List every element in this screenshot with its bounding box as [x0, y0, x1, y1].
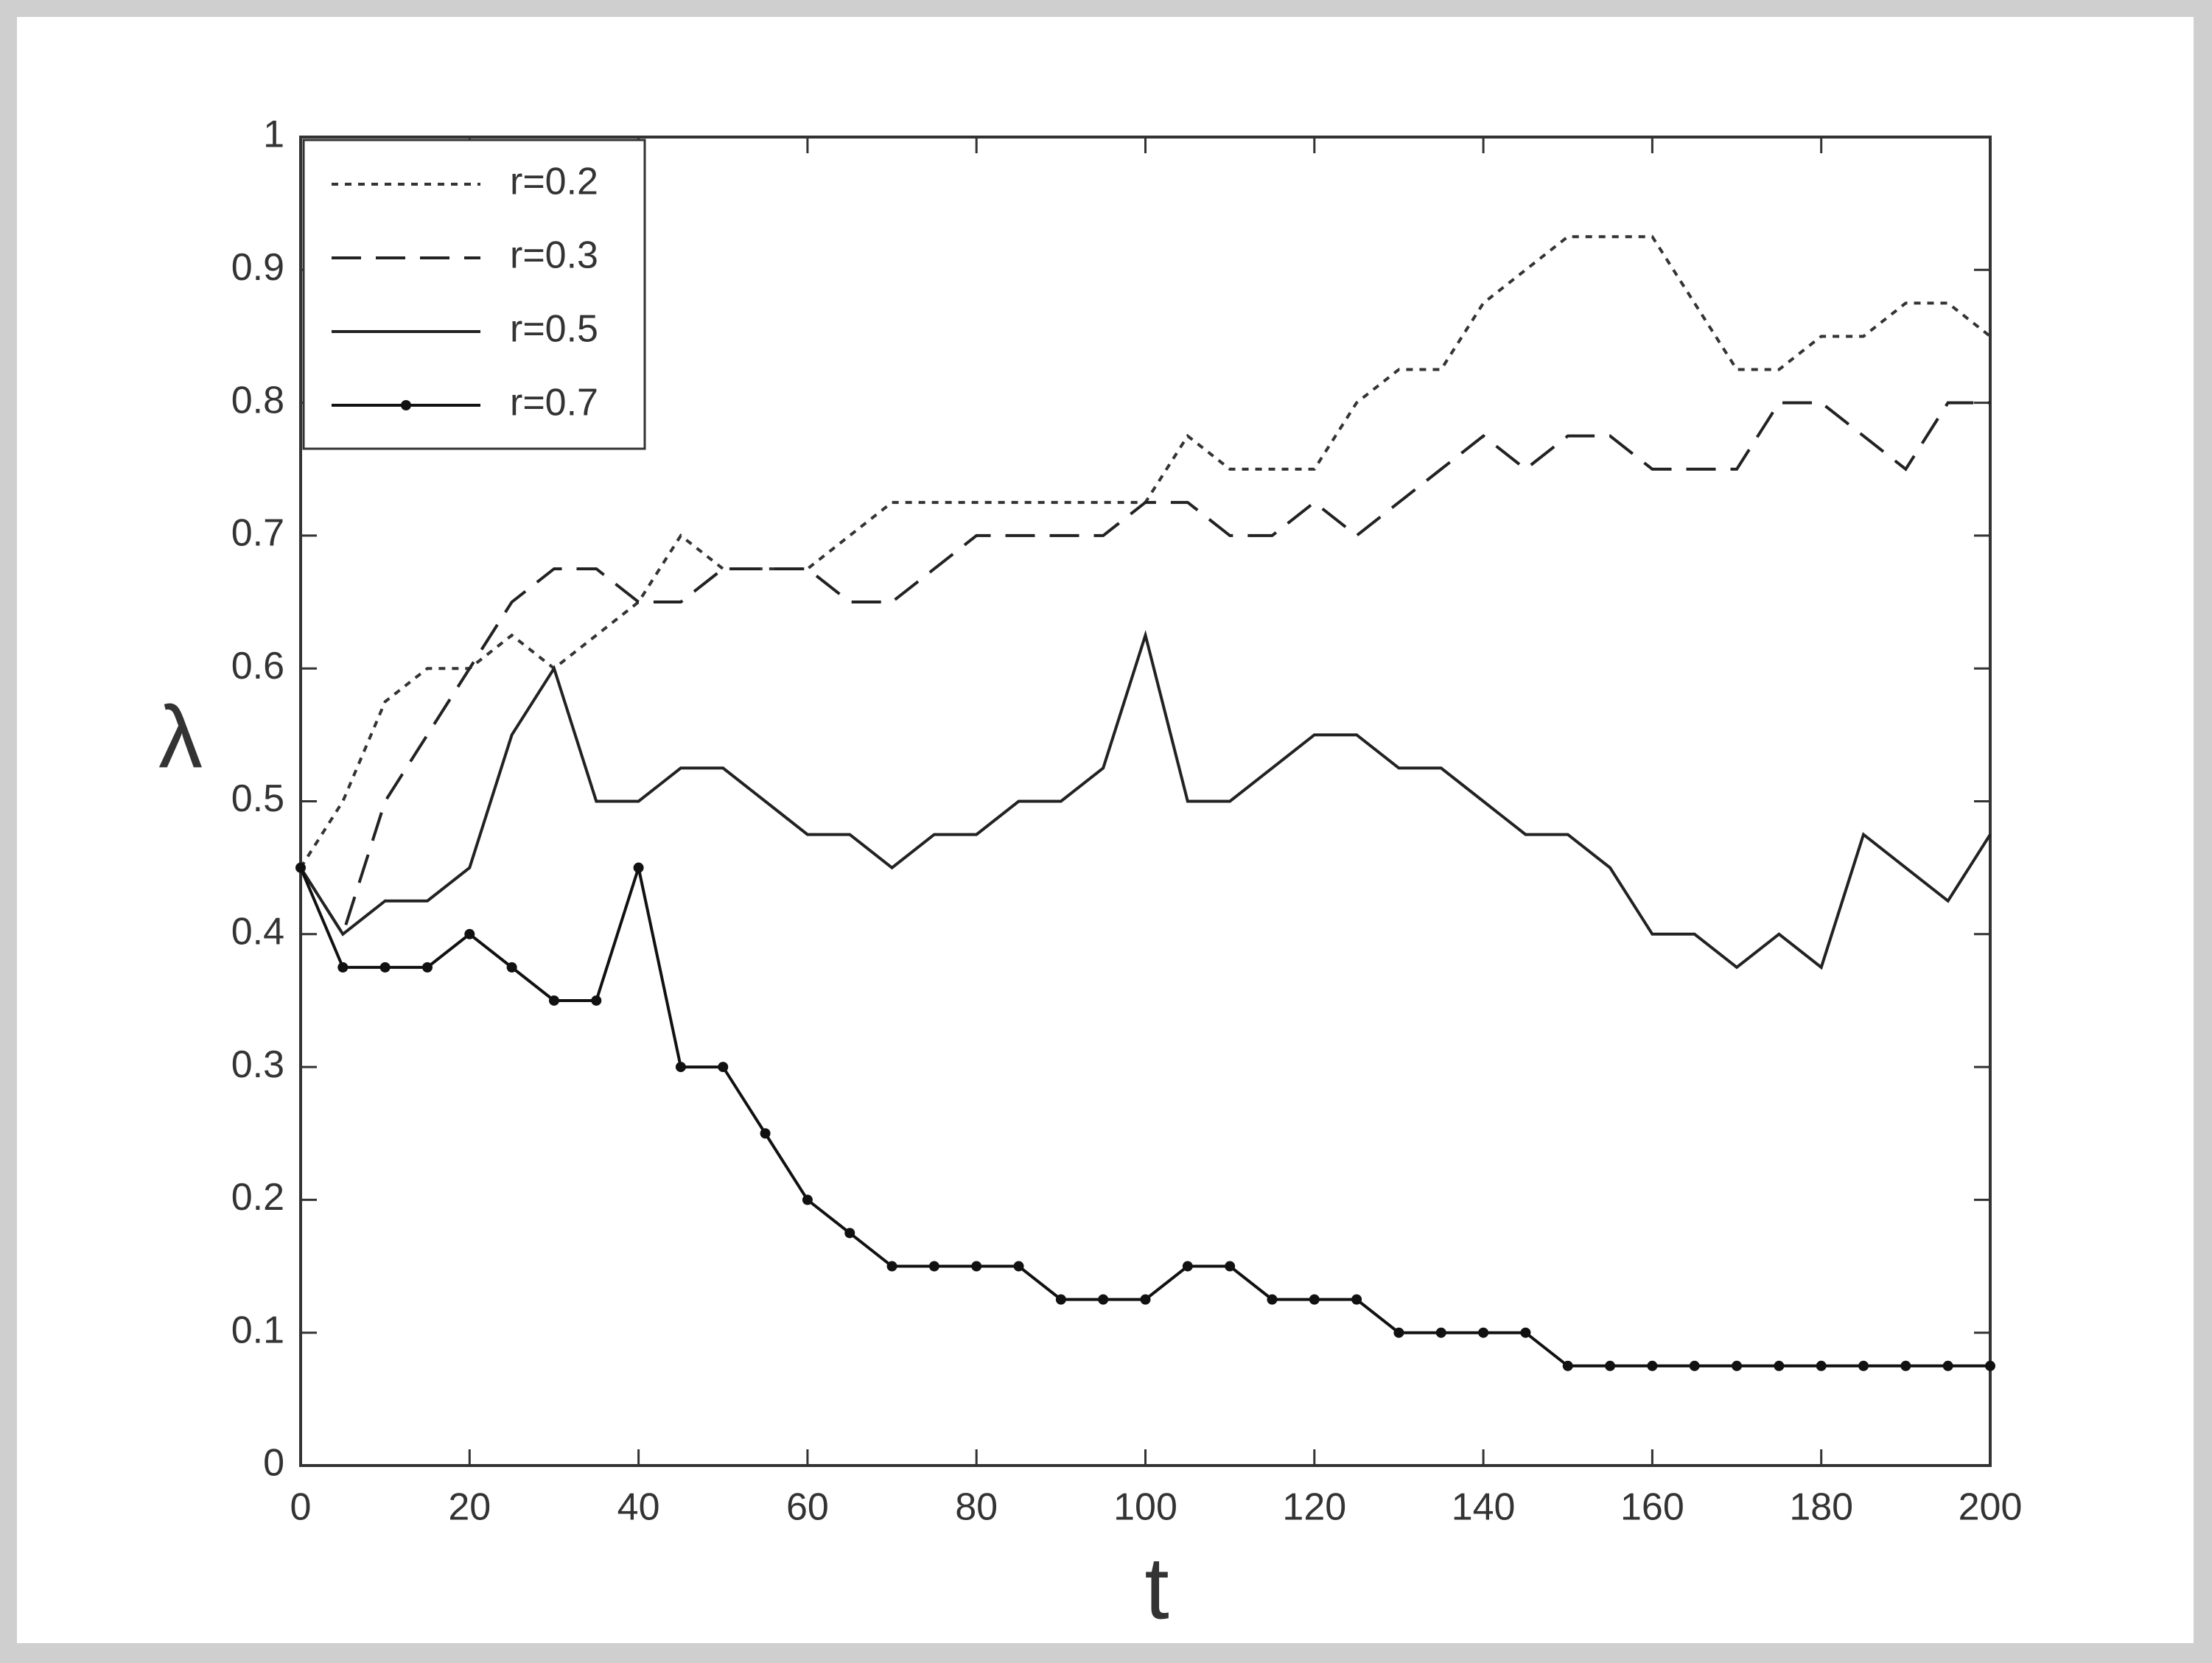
- series-marker: [421, 962, 433, 973]
- legend-label: r=0.5: [510, 308, 598, 351]
- x-tick-label: 160: [1620, 1486, 1684, 1529]
- series-marker: [295, 862, 306, 873]
- series-marker: [971, 1261, 982, 1272]
- series-marker: [844, 1228, 855, 1239]
- series-marker: [1985, 1360, 1995, 1371]
- series-marker: [1393, 1327, 1404, 1338]
- x-axis-label: t: [1144, 1539, 1169, 1638]
- x-tick-label: 120: [1282, 1486, 1346, 1529]
- y-tick-label: 0.2: [231, 1176, 284, 1219]
- y-tick-label: 1: [263, 113, 284, 156]
- y-tick-label: 0.5: [231, 777, 284, 820]
- series-marker: [1520, 1327, 1531, 1338]
- legend-box: [302, 139, 646, 450]
- y-tick-label: 0.9: [231, 246, 284, 289]
- series-marker: [1732, 1360, 1743, 1371]
- series-marker: [591, 995, 602, 1006]
- legend: r=0.2 r=0.3 r=0.5 r=0.7: [302, 139, 646, 450]
- legend-label: r=0.3: [510, 234, 598, 277]
- series-line: [299, 629, 1992, 970]
- legend-marker: [401, 400, 411, 410]
- series-marker: [1055, 1294, 1066, 1305]
- x-tick-label: 60: [786, 1486, 829, 1529]
- series-marker: [1267, 1294, 1278, 1305]
- series-marker: [760, 1128, 771, 1139]
- legend-label: r=0.2: [510, 161, 598, 203]
- series-marker: [1562, 1360, 1573, 1371]
- y-tick-label: 0: [263, 1442, 284, 1485]
- series-marker: [1140, 1294, 1151, 1305]
- x-tick-label: 180: [1789, 1486, 1853, 1529]
- x-tick-label: 20: [448, 1486, 491, 1529]
- y-tick-label: 0.1: [231, 1309, 284, 1351]
- series-marker: [1013, 1261, 1024, 1272]
- series-marker: [675, 1062, 686, 1073]
- legend-label: r=0.7: [510, 382, 598, 424]
- series-marker: [337, 962, 349, 973]
- y-tick-label: 0.4: [231, 911, 284, 953]
- y-tick-label: 0.6: [231, 645, 284, 687]
- y-tick-label: 0.8: [231, 379, 284, 421]
- series-marker: [1605, 1360, 1616, 1371]
- series-line: [299, 401, 1990, 938]
- y-tick-label: 0.7: [231, 512, 284, 555]
- series-marker: [1689, 1360, 1700, 1371]
- series-marker: [802, 1194, 813, 1205]
- series-marker: [1478, 1327, 1489, 1338]
- series-marker: [506, 962, 517, 973]
- x-tick-label: 0: [290, 1486, 312, 1529]
- series-marker: [1647, 1360, 1658, 1371]
- series-marker: [1858, 1360, 1869, 1371]
- series-marker: [548, 995, 559, 1006]
- series-marker: [1900, 1360, 1911, 1371]
- series-marker: [718, 1062, 729, 1073]
- series-marker: [1942, 1360, 1953, 1371]
- y-tick-label: 0.3: [231, 1043, 284, 1086]
- series-marker: [1225, 1261, 1236, 1272]
- series-marker: [928, 1261, 939, 1272]
- series-marker: [1774, 1360, 1785, 1371]
- x-tick-label: 140: [1452, 1486, 1516, 1529]
- series-marker: [1435, 1327, 1446, 1338]
- series-marker: [1309, 1294, 1320, 1305]
- x-tick-label: 40: [617, 1486, 660, 1529]
- x-tick-label: 100: [1113, 1486, 1177, 1529]
- series-marker: [886, 1261, 897, 1272]
- x-tick-label: 200: [1959, 1486, 2023, 1529]
- series-marker: [1182, 1261, 1193, 1272]
- series-marker: [633, 862, 644, 873]
- y-axis-label: λ: [158, 688, 203, 787]
- series-marker: [464, 928, 475, 939]
- x-tick-label: 80: [955, 1486, 998, 1529]
- series-marker: [379, 962, 391, 973]
- series-marker: [1351, 1294, 1362, 1305]
- series-marker: [1098, 1294, 1109, 1305]
- series-marker: [1816, 1360, 1827, 1371]
